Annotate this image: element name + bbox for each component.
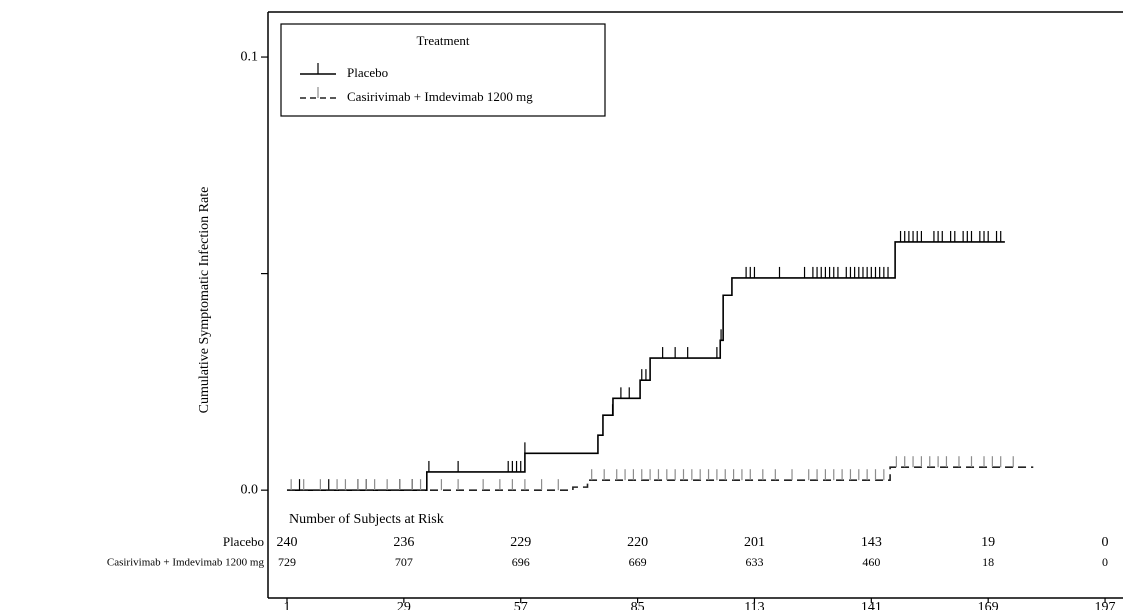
- risk-count: 0: [1102, 555, 1108, 569]
- risk-count: 143: [861, 535, 882, 550]
- risk-count: 633: [745, 555, 763, 569]
- y-axis-label: Cumulative Symptomatic Infection Rate: [197, 187, 212, 414]
- legend-label: Placebo: [347, 65, 388, 80]
- legend-title: Treatment: [417, 33, 470, 48]
- risk-table-title: Number of Subjects at Risk: [289, 512, 444, 527]
- risk-count: 460: [862, 555, 880, 569]
- x-tick-label: 57: [514, 600, 528, 610]
- risk-row-label: Placebo: [223, 534, 264, 549]
- x-tick-label: 113: [744, 600, 764, 610]
- survival-curve: [286, 241, 1005, 491]
- y-tick-label: 0.1: [241, 49, 259, 64]
- x-tick-label: 29: [397, 600, 411, 610]
- legend: Treatment: [280, 23, 606, 117]
- risk-row-label: Casirivimab + Imdevimab 1200 mg: [107, 557, 265, 569]
- survival-curve: [286, 466, 1034, 491]
- x-tick-label: 141: [861, 600, 882, 610]
- x-tick-label: 169: [978, 600, 999, 610]
- risk-count: 18: [982, 555, 994, 569]
- x-tick-label: 197: [1095, 600, 1116, 610]
- risk-count: 0: [1102, 535, 1109, 550]
- risk-count: 669: [629, 555, 647, 569]
- risk-count: 19: [981, 535, 995, 550]
- risk-count: 696: [512, 555, 530, 569]
- risk-count: 220: [627, 535, 648, 550]
- risk-count: 729: [278, 555, 296, 569]
- x-tick-label: 85: [631, 600, 645, 610]
- x-tick-label: 1: [283, 600, 290, 610]
- legend-label: Casirivimab + Imdevimab 1200 mg: [347, 89, 533, 104]
- legend-box: [280, 23, 606, 117]
- risk-count: 229: [510, 535, 531, 550]
- risk-count: 240: [276, 535, 297, 550]
- risk-count: 707: [395, 555, 413, 569]
- risk-count: 201: [744, 535, 765, 550]
- risk-count: 236: [393, 535, 414, 550]
- y-tick-label: 0.0: [241, 482, 259, 497]
